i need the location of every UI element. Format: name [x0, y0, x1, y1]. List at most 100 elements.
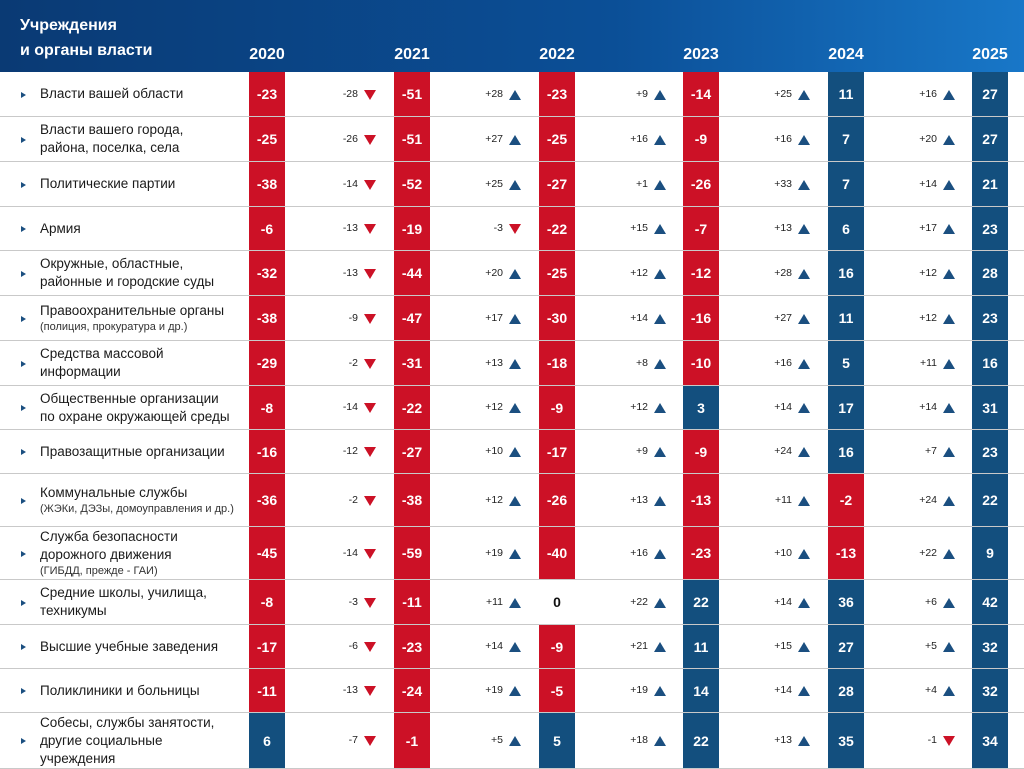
arrow-up — [798, 134, 810, 145]
arrow-down — [364, 224, 376, 234]
arrow-up — [798, 268, 810, 279]
value-cell: -13 — [683, 474, 719, 526]
change-label: +13 — [630, 493, 648, 506]
value-cell: -40 — [539, 527, 575, 579]
arrow-up — [654, 447, 666, 457]
arrow-up — [654, 597, 666, 608]
value-cell: -51 — [394, 117, 430, 161]
bullet — [21, 136, 26, 143]
change-label: +11 — [485, 595, 503, 608]
name-line: учреждения — [40, 750, 116, 766]
change-label: +24 — [774, 445, 792, 457]
change-label: +12 — [630, 401, 648, 413]
change-label: -3 — [348, 595, 358, 608]
change-label: +33 — [774, 177, 792, 190]
change-label: +20 — [485, 266, 503, 279]
change-label: +5 — [925, 640, 937, 652]
value-cell: -6 — [249, 207, 285, 250]
value-cell: -5 — [539, 669, 575, 712]
arrow-down — [364, 89, 376, 100]
value-cell: 23 — [972, 296, 1008, 340]
change-label: -6 — [348, 640, 358, 652]
name-line: Поликлиники и больницы — [40, 682, 200, 698]
change-label: +14 — [919, 177, 937, 190]
bullet — [21, 497, 26, 504]
institution-name: Власти вашего города, района, поселка, се… — [40, 117, 250, 161]
change-label: -2 — [348, 493, 358, 506]
value-cell: -8 — [249, 386, 285, 429]
name-line: Средства массовой — [40, 346, 164, 361]
arrow-down — [364, 686, 376, 696]
arrow-up — [509, 403, 521, 413]
name-line: Правозащитные организации — [40, 443, 225, 459]
name-note: (ЖЭКи, ДЭЗы, домоуправления и др.) — [40, 502, 234, 515]
value-cell: -23 — [539, 72, 575, 116]
table-row: Служба безопасности дорожного движения (ГИ… — [0, 527, 1024, 580]
change-label: +27 — [485, 132, 503, 145]
name-line: Власти вашего города, — [40, 122, 184, 137]
value-cell: 28 — [828, 669, 864, 712]
change-label: +24 — [919, 493, 937, 506]
change-label: +6 — [925, 595, 937, 608]
arrow-up — [943, 179, 955, 190]
name-line: техникумы — [40, 603, 107, 618]
table-row: Поликлиники и больницы -11 -24 -5 14 28 32 -13 +… — [0, 669, 1024, 713]
value-cell: -9 — [539, 625, 575, 668]
bullet — [21, 738, 26, 744]
value-cell: -23 — [683, 527, 719, 579]
change-label: +17 — [919, 222, 937, 234]
arrow-up — [509, 268, 521, 279]
name-line: Средние школы, училища, — [40, 585, 207, 600]
table-row: Власти вашего города, района, поселка, се… — [0, 117, 1024, 162]
arrow-down — [943, 736, 955, 746]
value-cell: 31 — [972, 386, 1008, 429]
institution-name: Коммунальные службы (ЖЭКи, ДЭЗы, домоупра… — [40, 474, 250, 526]
arrow-down — [364, 268, 376, 279]
value-cell: -17 — [249, 625, 285, 668]
value-cell: -44 — [394, 251, 430, 295]
arrow-up — [943, 313, 955, 324]
change-label: +12 — [919, 311, 937, 324]
arrow-up — [798, 597, 810, 608]
arrow-up — [654, 495, 666, 506]
table-row: Окружные, областные, районные и городские… — [0, 251, 1024, 296]
arrow-up — [509, 597, 521, 608]
arrow-up — [943, 403, 955, 413]
arrow-up — [798, 642, 810, 652]
value-cell: -36 — [249, 474, 285, 526]
change-label: +13 — [774, 734, 792, 746]
value-cell: 27 — [828, 625, 864, 668]
value-cell: 35 — [828, 713, 864, 768]
arrow-down — [364, 403, 376, 413]
arrow-up — [943, 447, 955, 457]
value-cell: 6 — [249, 713, 285, 768]
value-cell: 11 — [828, 72, 864, 116]
change-label: +22 — [630, 595, 648, 608]
value-cell: 3 — [683, 386, 719, 429]
bullet — [21, 270, 26, 277]
value-cell: -22 — [539, 207, 575, 250]
arrow-up — [943, 89, 955, 100]
change-label: +10 — [485, 445, 503, 457]
arrow-up — [798, 736, 810, 746]
name-line: Окружные, областные, — [40, 256, 184, 271]
change-label: -26 — [342, 132, 358, 145]
name-line: района, поселка, села — [40, 140, 180, 155]
value-cell: -13 — [828, 527, 864, 579]
name-line: Правоохранительные органы — [40, 302, 225, 318]
change-label: -7 — [348, 734, 358, 746]
change-label: -14 — [342, 546, 358, 559]
name-line: Служба безопасности — [40, 528, 178, 544]
table-row: Общественные организации по охране окружа… — [0, 386, 1024, 430]
table-row: Правоохранительные органы (полиция, проку… — [0, 296, 1024, 341]
change-label: +13 — [485, 356, 503, 369]
value-cell: -12 — [683, 251, 719, 295]
institution-name: Политические партии — [40, 162, 250, 206]
value-cell: -29 — [249, 341, 285, 385]
value-cell: 22 — [972, 474, 1008, 526]
value-cell: -27 — [539, 162, 575, 206]
arrow-up — [943, 268, 955, 279]
institution-name: Общественные организации по охране окружа… — [40, 386, 250, 429]
name-line: Власти вашей области — [40, 86, 184, 101]
change-label: +14 — [774, 684, 792, 696]
